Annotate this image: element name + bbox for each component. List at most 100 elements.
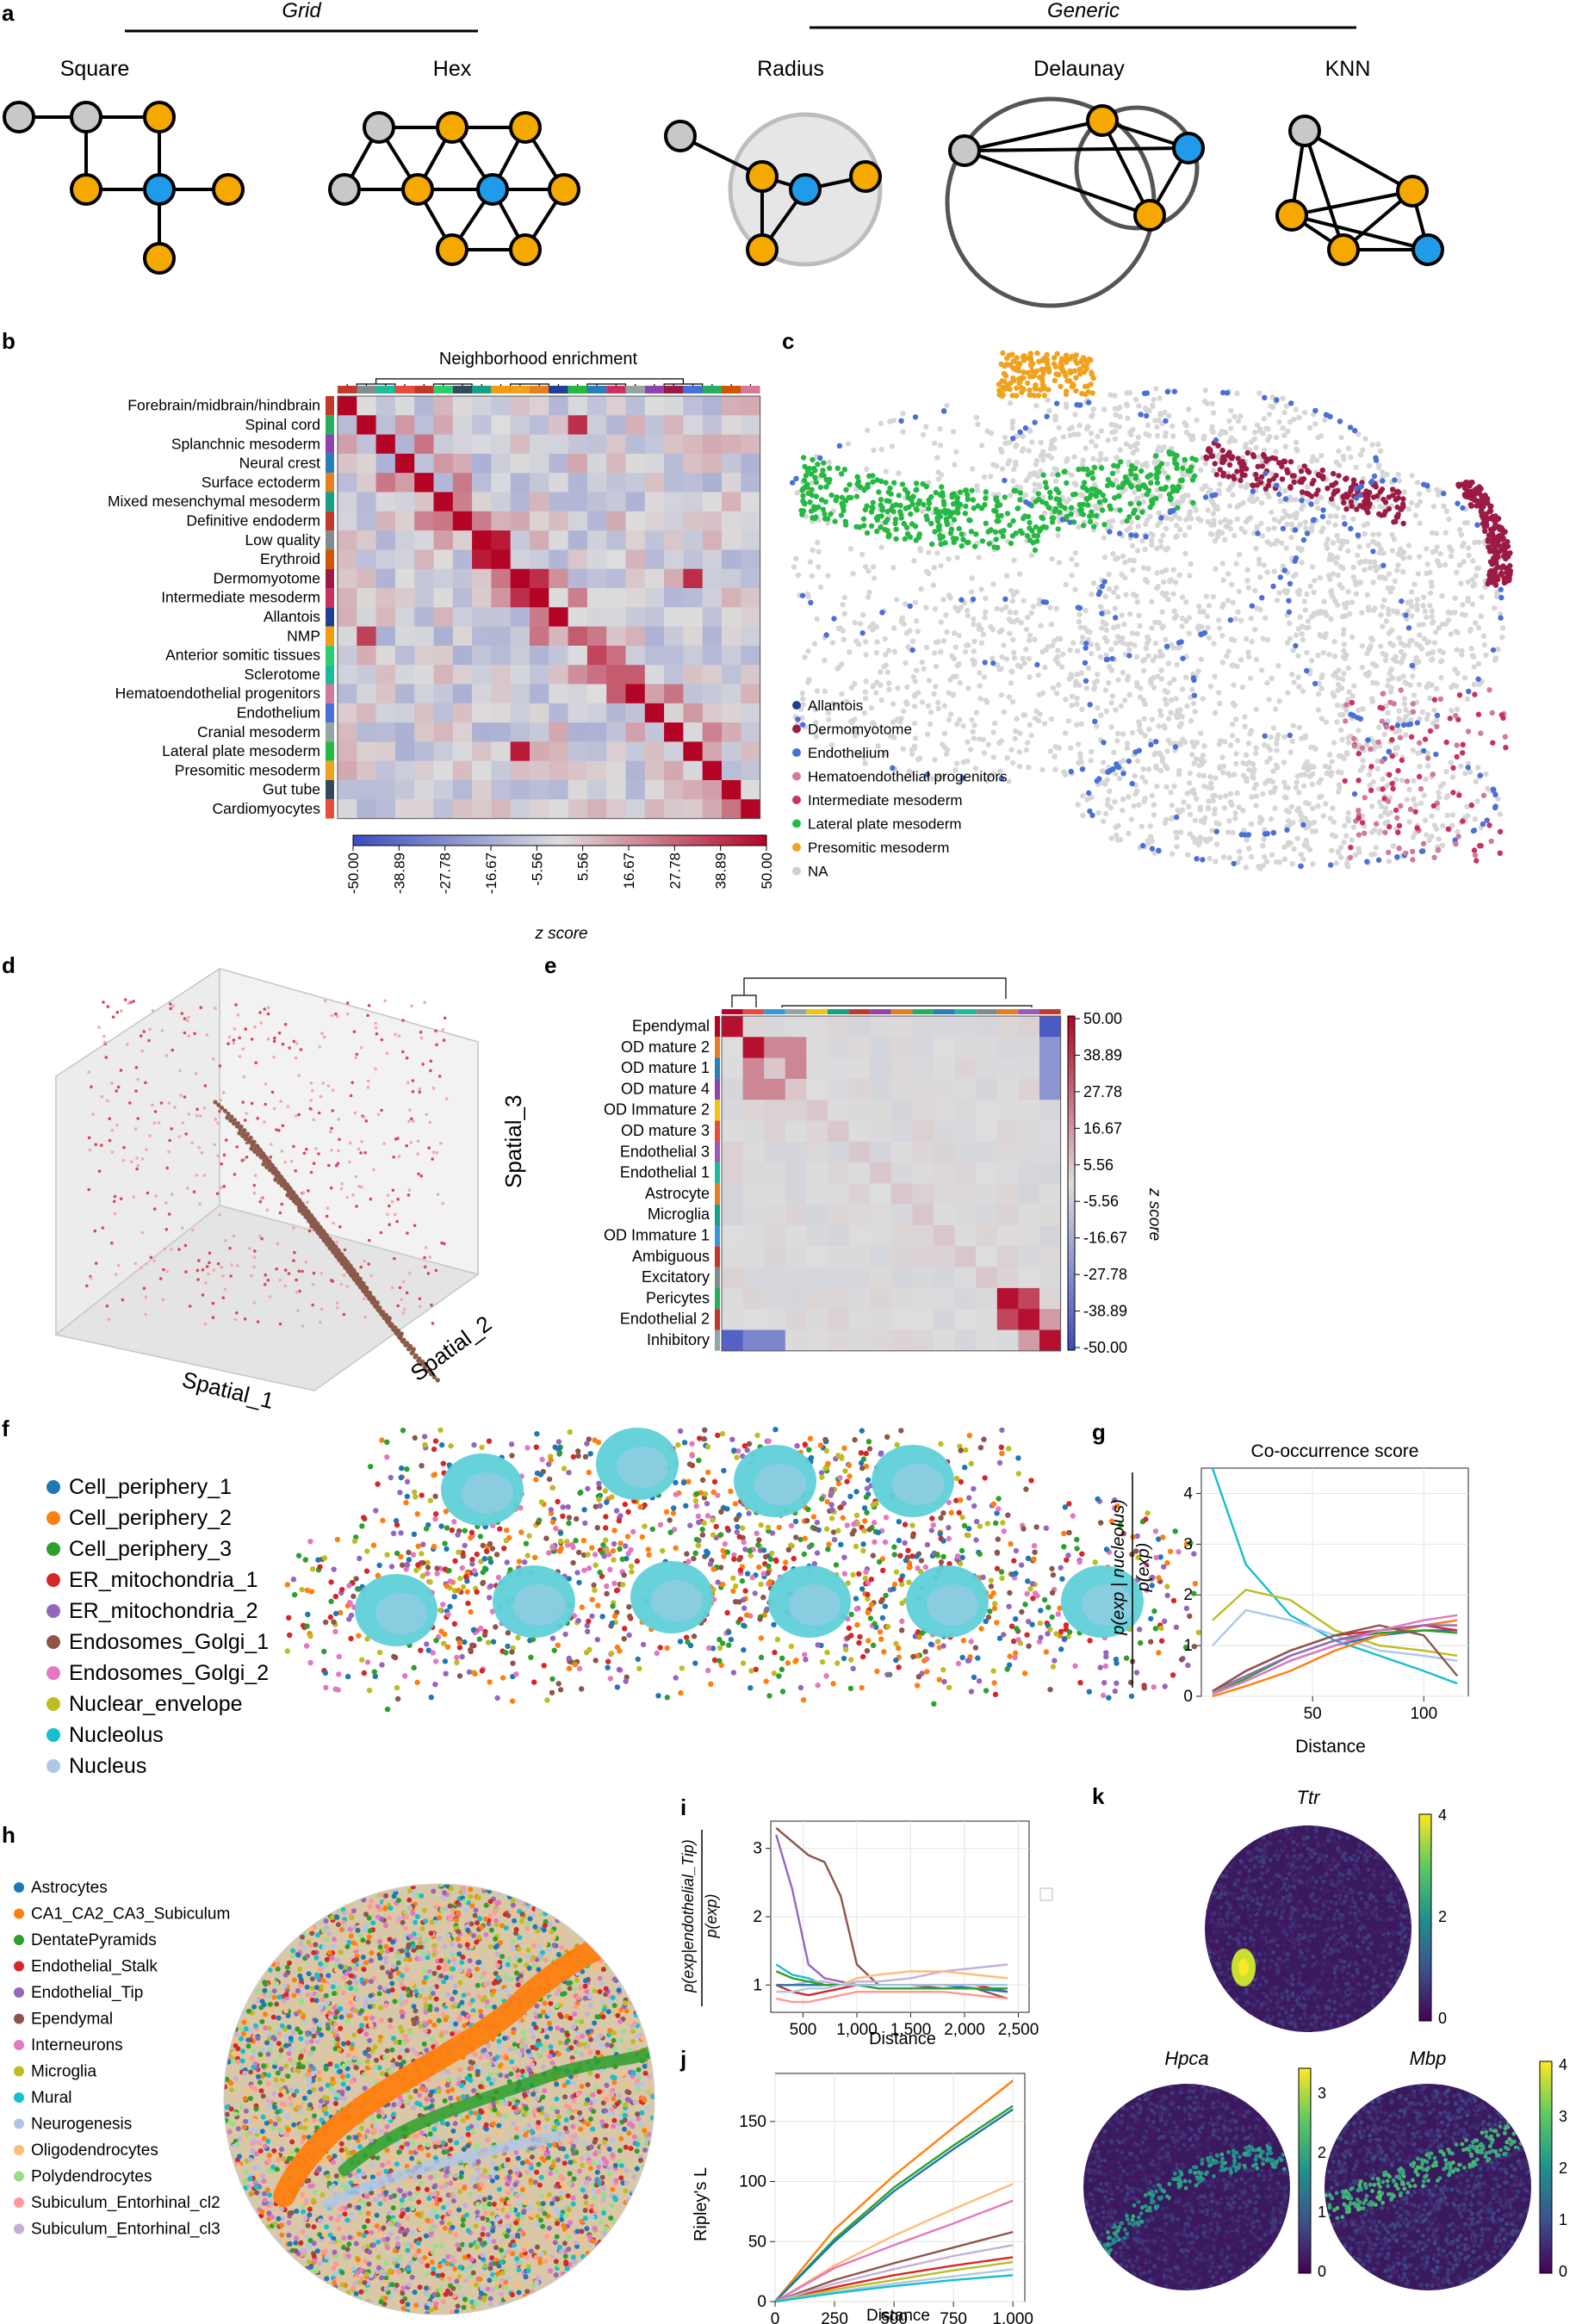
heatmap-cell: [357, 511, 377, 531]
cell-point-lateral-plate: [864, 530, 871, 536]
cell-point-dermomyotome: [1341, 499, 1347, 505]
point-3d: [161, 1298, 164, 1302]
point-3d: [405, 1143, 409, 1148]
cell-point-lateral-plate: [809, 492, 816, 499]
cell-point-na: [1458, 763, 1464, 769]
point-3d: [240, 1158, 245, 1162]
cell-point-na: [1233, 760, 1239, 767]
cell-point-na: [1385, 710, 1391, 716]
cell-point-intermediate: [1368, 746, 1374, 753]
cell-point-na: [1402, 679, 1408, 685]
cell-point-lateral-plate: [854, 481, 860, 487]
cell-point-na: [934, 455, 940, 461]
cell-point-na: [1257, 574, 1263, 580]
cell-point-na: [1016, 763, 1023, 770]
cell-point-na: [1147, 513, 1153, 520]
cell-point-na: [1228, 425, 1234, 431]
cell-point-na: [1074, 648, 1081, 654]
legend-marker: [792, 819, 801, 828]
cell-point-na: [1080, 812, 1086, 819]
heatmap-cell: [568, 415, 588, 436]
cell-point-na: [1395, 472, 1401, 478]
cell-point-lateral-plate: [1047, 489, 1053, 496]
cell-point-na: [1282, 443, 1289, 449]
cell-point-na: [1300, 502, 1306, 509]
cell-point-na: [1268, 816, 1275, 822]
heatmap-cell: [530, 434, 549, 455]
cell-point-na: [1052, 766, 1058, 772]
cell-point-dermomyotome: [1492, 560, 1499, 566]
heatmap-cell: [414, 549, 434, 570]
point-3d: [309, 1099, 313, 1102]
cell-point-na: [1349, 599, 1356, 605]
heatmap-cell: [472, 626, 492, 647]
cell-point-na: [1284, 521, 1290, 528]
cell-point-lateral-plate: [1055, 526, 1061, 532]
cell-point-na: [1148, 680, 1154, 686]
heatmap-cell: [338, 549, 357, 570]
cell-point-lateral-plate: [839, 494, 846, 500]
point-3d: [421, 1063, 425, 1066]
cell-point-na: [1210, 797, 1216, 804]
cell-point-na: [1190, 787, 1196, 793]
cell-point-na: [1261, 836, 1267, 842]
point-3d: [332, 1221, 335, 1225]
heatmap-cell: [549, 530, 569, 550]
cell-point-lateral-plate: [1128, 471, 1134, 477]
cell-point-na: [1153, 386, 1159, 392]
cell-point-na: [1152, 641, 1159, 647]
heatmap-cell: [568, 741, 588, 762]
cell-point-na: [1238, 413, 1244, 419]
cell-point-na: [983, 778, 990, 784]
cell-point-na: [1281, 409, 1287, 416]
cell-point-na: [814, 688, 821, 694]
cell-point-na: [799, 690, 805, 697]
cell-point-lateral-plate: [953, 500, 959, 506]
point-3d: [235, 1145, 239, 1149]
heatmap-cell: [375, 396, 396, 416]
col-category-swatch: [338, 386, 357, 394]
cell-point-lateral-plate: [1011, 487, 1017, 494]
cell-point-na: [1212, 806, 1219, 813]
point-3d: [199, 1006, 203, 1009]
legend-label: Presomitic mesoderm: [808, 840, 949, 856]
cell-point-na: [1358, 559, 1364, 565]
cell-point-lateral-plate: [1002, 494, 1008, 500]
cell-point-na: [1151, 812, 1157, 818]
cell-point-lateral-plate: [1024, 533, 1031, 539]
cell-point-na: [1335, 789, 1342, 795]
cell-point-na: [825, 573, 831, 579]
cell-point-na: [1176, 711, 1183, 718]
cell-point-na: [1157, 395, 1163, 401]
node-center: [143, 173, 176, 206]
col-category-swatch: [357, 386, 376, 394]
heatmap-cell: [530, 741, 549, 762]
cell-point-na: [1097, 456, 1104, 462]
cell-point-na: [1201, 743, 1207, 749]
cell-point-lateral-plate: [834, 465, 841, 471]
cell-point-na: [1074, 672, 1080, 678]
cell-point-na: [1414, 602, 1420, 609]
cell-point-lateral-plate: [973, 531, 979, 537]
cell-point-na: [1341, 840, 1347, 846]
cell-point-endothelium: [1104, 656, 1111, 662]
heatmap-cell: [491, 645, 512, 666]
cell-point-lateral-plate: [828, 492, 834, 499]
cell-point-na: [863, 639, 869, 645]
cell-point-na: [1106, 679, 1112, 686]
cell-point-na: [1221, 805, 1228, 811]
cell-point-na: [1106, 571, 1112, 578]
cell-point-intermediate: [1396, 846, 1402, 852]
cell-point-na: [1105, 609, 1112, 616]
cell-point-presomitic: [1028, 363, 1034, 369]
cell-point-dermomyotome: [1357, 503, 1363, 509]
cell-point-na: [1366, 462, 1373, 469]
heatmap-cell: [683, 799, 704, 820]
cell-point-na: [1250, 498, 1257, 505]
heatmap-cell: [741, 684, 761, 704]
cell-point-lateral-plate: [1085, 471, 1091, 478]
heatmap-cell: [414, 415, 434, 436]
cell-point-presomitic: [1076, 371, 1083, 377]
cell-point-na: [1427, 569, 1433, 575]
cell-point-na: [1332, 522, 1338, 528]
